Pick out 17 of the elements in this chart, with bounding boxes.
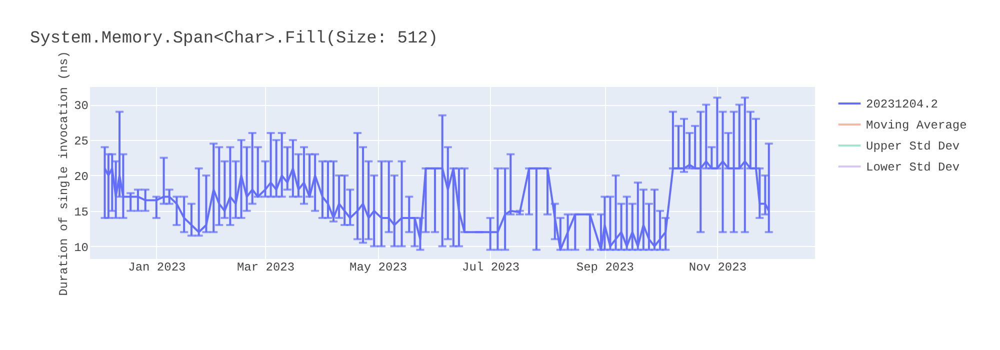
y-tick-label: 15 — [74, 205, 88, 220]
x-tick-label: Sep 2023 — [576, 260, 634, 274]
y-tick-label: 30 — [74, 99, 88, 114]
legend-label: Moving Average — [866, 118, 967, 132]
legend-label: 20231204.2 — [866, 98, 938, 112]
legend-label: Lower Std Dev — [866, 160, 960, 174]
x-tick-label: May 2023 — [349, 260, 408, 274]
legend-label: Upper Std Dev — [866, 140, 960, 154]
y-tick-label: 25 — [74, 134, 88, 149]
x-tick-label: Nov 2023 — [688, 260, 747, 274]
chart-title: System.Memory.Span<Char>.Fill(Size: 512) — [30, 30, 438, 49]
x-tick-label: Jan 2023 — [128, 260, 186, 274]
x-tick-label: Jul 2023 — [462, 260, 520, 274]
x-tick-label: Mar 2023 — [236, 260, 295, 274]
y-tick-label: 10 — [74, 240, 88, 255]
y-tick-label: 20 — [74, 170, 88, 184]
y-axis-title: Duration of single invocation (ns) — [57, 51, 72, 296]
